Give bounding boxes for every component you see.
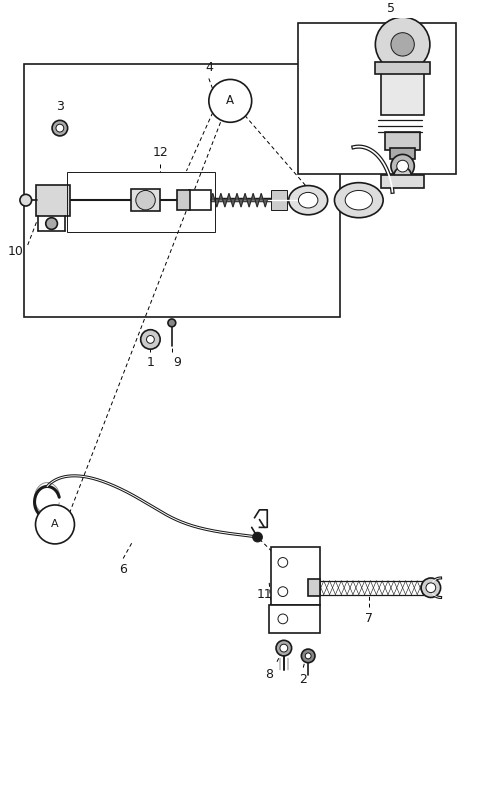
Circle shape [52,120,68,136]
Polygon shape [243,193,247,200]
Ellipse shape [345,191,372,210]
Circle shape [278,614,288,624]
Polygon shape [259,193,263,200]
Circle shape [391,154,414,178]
Text: 6: 6 [119,564,127,576]
Polygon shape [255,200,259,207]
Circle shape [36,505,74,544]
Polygon shape [215,200,219,207]
Polygon shape [219,193,223,200]
Text: 9: 9 [174,356,181,369]
Text: 5: 5 [387,2,395,15]
Circle shape [426,583,436,592]
Circle shape [394,167,411,184]
Polygon shape [251,193,255,200]
Bar [24,64,340,317]
Text: 4: 4 [205,60,213,74]
Polygon shape [231,200,235,207]
Circle shape [421,578,441,598]
Circle shape [46,218,58,230]
Circle shape [56,124,64,132]
Circle shape [168,319,176,327]
Text: 7: 7 [364,612,372,625]
Circle shape [375,17,430,72]
Text: 8: 8 [265,668,273,681]
Text: 11: 11 [256,588,272,601]
Circle shape [141,330,160,349]
Bar [299,23,456,174]
Text: 10: 10 [8,246,24,258]
Text: A: A [226,95,234,107]
Circle shape [20,194,32,206]
Ellipse shape [288,185,328,215]
Text: 12: 12 [152,146,168,159]
Polygon shape [239,200,243,207]
Circle shape [280,644,288,652]
Circle shape [397,161,408,172]
Polygon shape [211,193,215,200]
Bar [375,62,430,74]
Bar [271,547,320,605]
Ellipse shape [335,183,383,218]
Bar [381,175,424,188]
Ellipse shape [299,192,318,208]
Polygon shape [223,200,227,207]
Text: A: A [51,519,59,529]
Bar [269,605,320,633]
Circle shape [305,653,311,659]
Text: 1: 1 [146,356,155,369]
Polygon shape [235,193,239,200]
Bar [271,191,287,210]
Circle shape [146,335,154,343]
Circle shape [278,557,288,568]
Bar [131,189,160,211]
Bar [67,172,215,232]
Bar [390,148,415,159]
Bar [385,132,420,149]
Bar [36,184,70,215]
Circle shape [209,80,252,122]
Polygon shape [247,200,251,207]
Circle shape [136,191,156,210]
Circle shape [391,33,414,56]
Polygon shape [227,193,231,200]
Circle shape [301,649,315,663]
Circle shape [278,587,288,596]
Circle shape [252,532,263,542]
Text: 3: 3 [56,99,64,113]
Polygon shape [263,200,267,207]
Bar [177,191,191,210]
Circle shape [276,640,292,656]
Text: 2: 2 [300,673,307,686]
Bar [190,191,211,210]
Bar [381,72,424,115]
Bar [308,579,320,596]
